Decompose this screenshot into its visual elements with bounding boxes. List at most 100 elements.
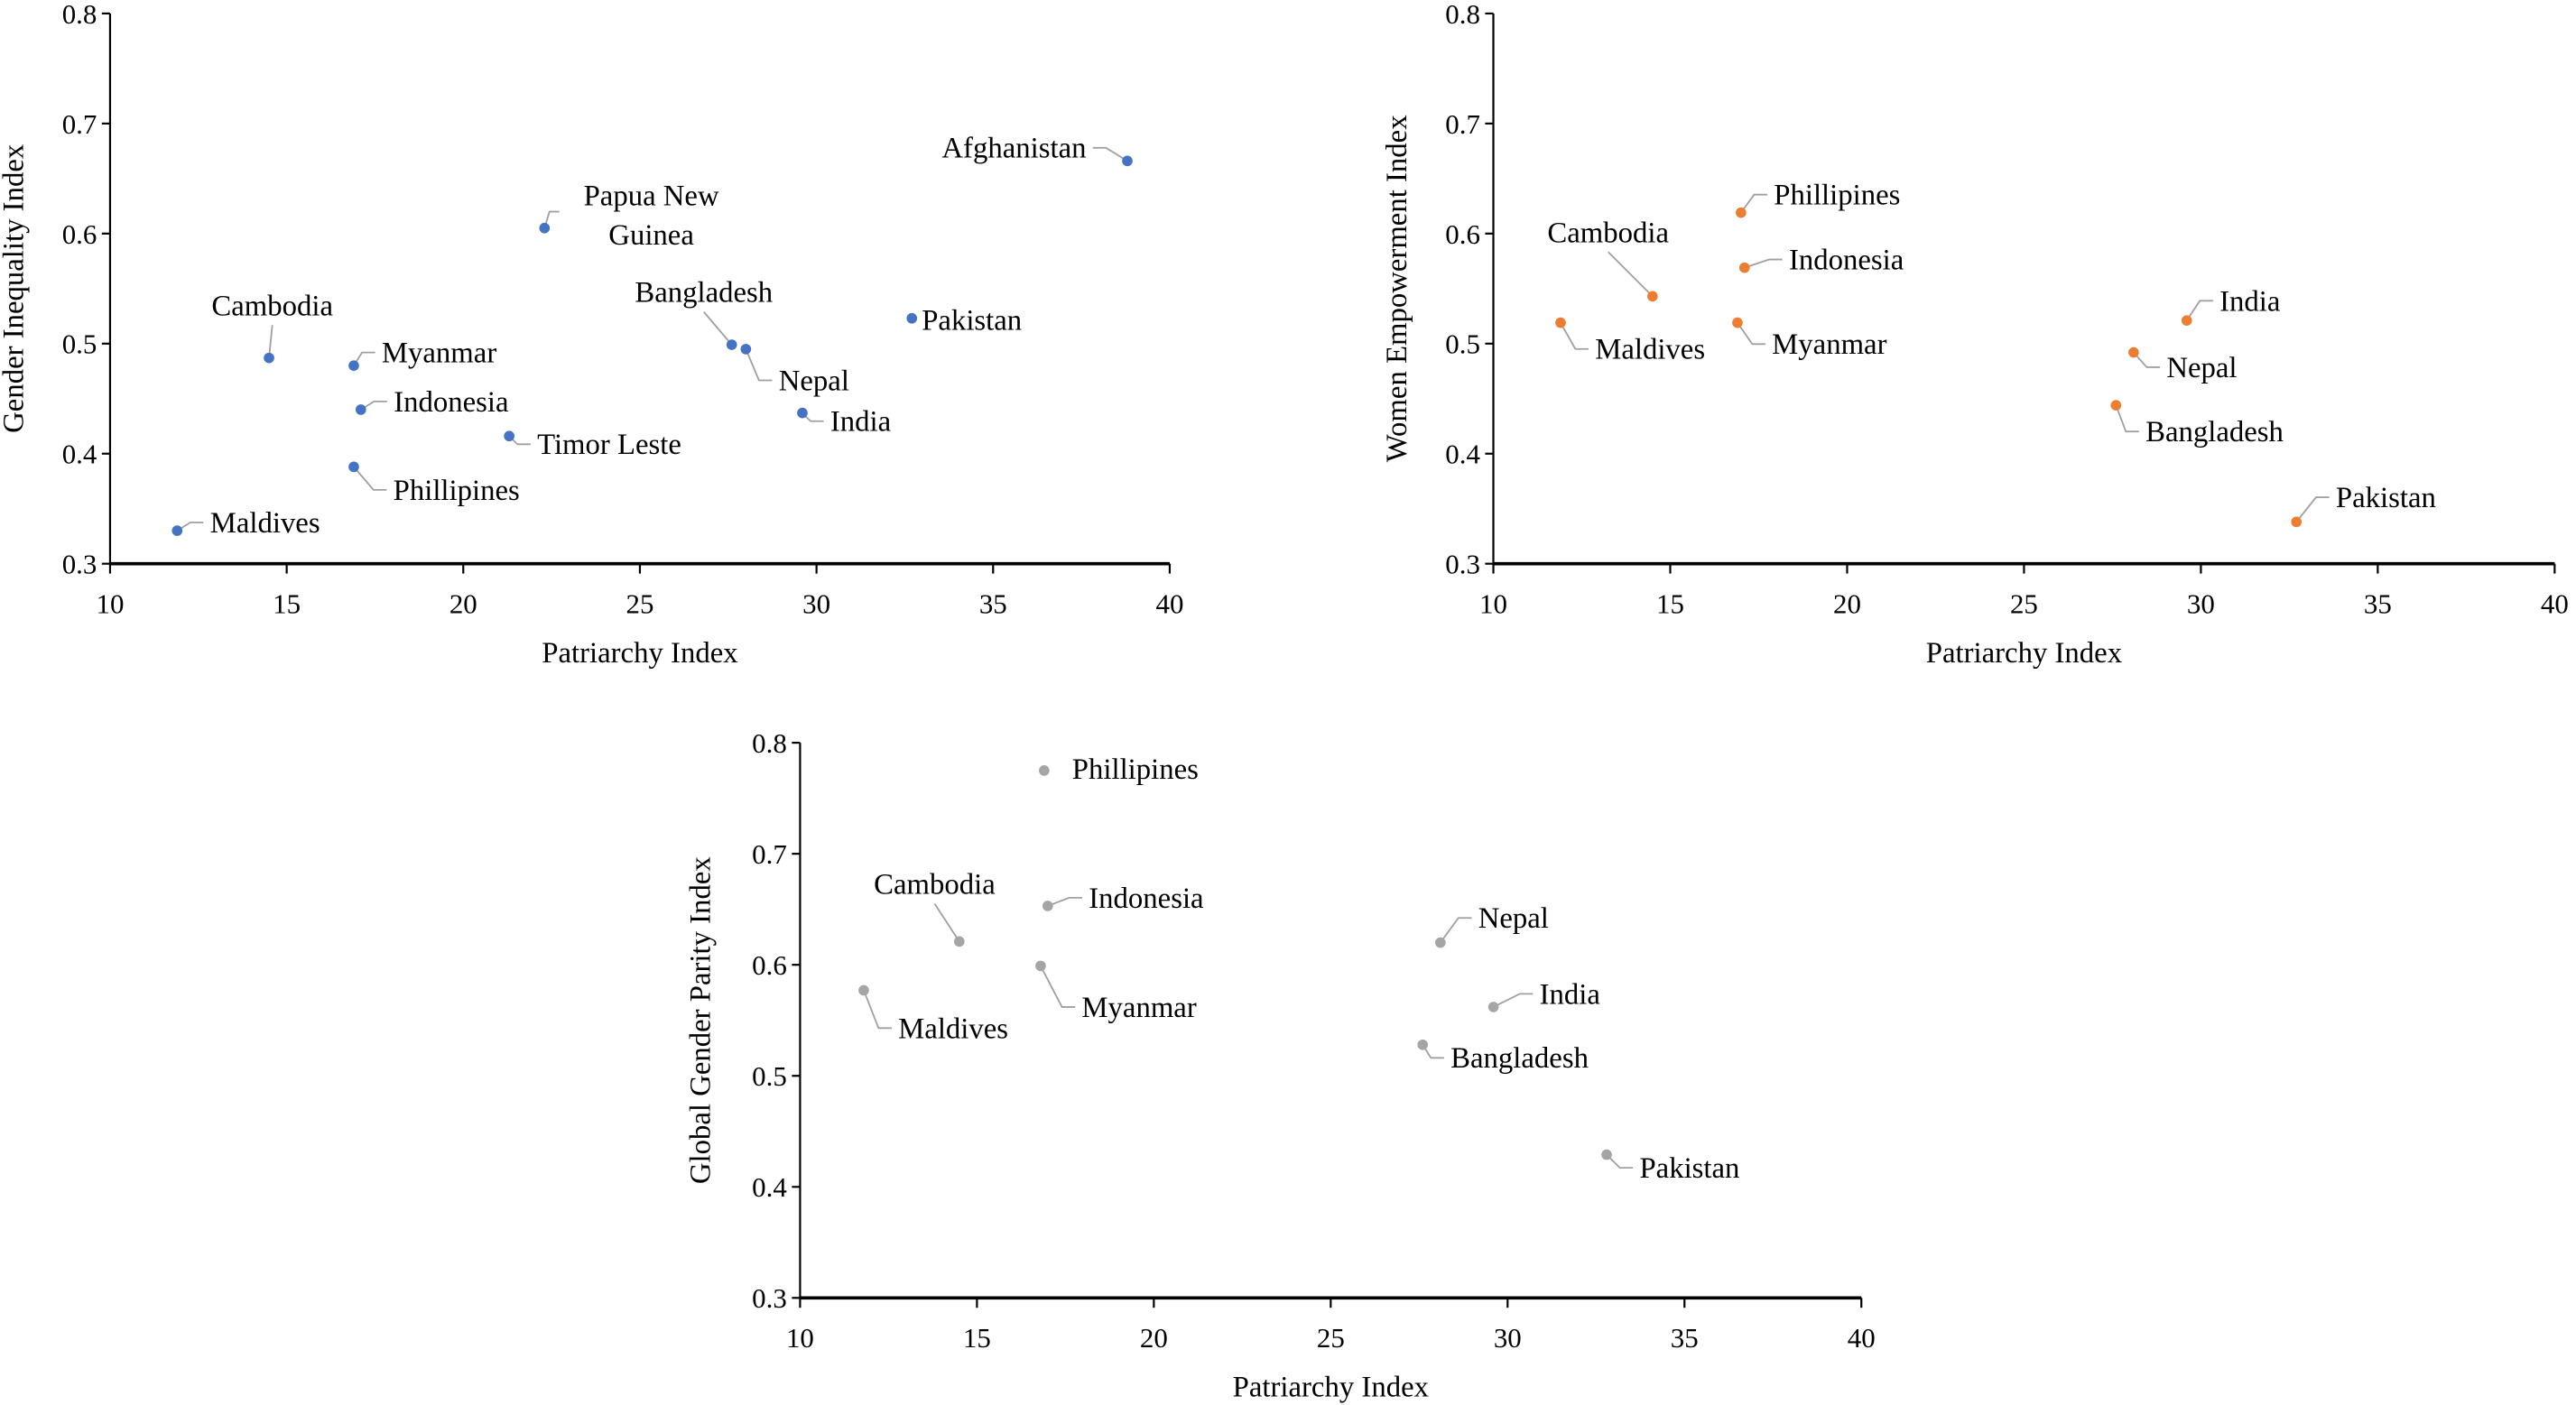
leader-line [703,311,733,346]
x-tick-label: 35 [1671,1322,1699,1354]
data-label: Cambodia [874,869,996,901]
data-point [1435,937,1446,948]
data-label: Pakistan [2336,482,2436,514]
x-tick-label: 40 [1848,1322,1876,1354]
leader-line [1744,258,1783,269]
x-tick-label: 20 [1140,1322,1168,1354]
data-label: Bangladesh [2145,416,2284,448]
data-point [348,360,359,372]
x-axis-title: Patriarchy Index [542,637,737,670]
y-tick-label: 0.7 [62,108,97,140]
data-label: Cambodia [211,290,333,322]
data-point [264,352,274,364]
x-axis-title: Patriarchy Index [1926,637,2122,670]
x-tick-label: 25 [1317,1322,1345,1354]
chart-2: 0.3 0.4 0.5 0.6 0.7 0.8 10 15 20 25 30 35 40 Patriarc… [1381,0,2569,670]
data-point [858,984,869,996]
y-tick-label: 0.3 [752,1282,787,1314]
data-label: Myanmar [1081,992,1196,1024]
data-label: Pakistan [1639,1152,1739,1185]
data-point [2181,315,2192,327]
data-point [726,339,737,350]
x-tick-label: 35 [2364,587,2392,619]
data-point [171,525,183,536]
leader-line [1606,1153,1634,1169]
data-point [348,461,359,473]
data-point [1417,1039,1429,1050]
leader-line [863,990,892,1030]
leader-line [543,210,560,229]
leader-line [2133,351,2161,368]
leader-line [268,325,273,358]
x-tick-label: 35 [979,587,1007,619]
leader-line [745,348,773,382]
leader-line [1440,917,1472,944]
data-label: Cambodia [1547,217,1669,249]
data-point [906,312,918,324]
x-tick-label: 30 [802,587,830,619]
data-point [1738,262,1750,273]
leader-line [2185,300,2213,321]
x-tick-label: 10 [96,587,124,619]
data-label: Nepal [2166,352,2237,384]
y-tick-label: 0.3 [1445,549,1480,580]
x-tick-label: 10 [1479,587,1507,619]
data-point [797,407,808,419]
data-label: Myanmar [1772,328,1886,361]
data-label: Maldives [210,507,320,540]
data-label: Papua New Guinea [584,180,719,252]
data-label: Phillipines [1072,753,1199,786]
chart-3: 0.3 0.4 0.5 0.6 0.7 0.8 10 15 20 25 30 35 40 Patriarc… [684,727,1875,1404]
data-point [1035,960,1046,972]
y-tick-label: 0.6 [62,218,97,250]
leader-line [2295,496,2330,522]
x-tick-label: 20 [449,587,477,619]
data-label: Maldives [1595,334,1705,366]
x-tick-label: 30 [2187,587,2215,619]
y-tick-label: 0.8 [752,727,787,759]
y-tick-label: 0.5 [62,328,97,360]
leader-line [1047,896,1082,907]
leader-line [1092,146,1128,162]
x-axis-title: Patriarchy Index [1233,1372,1429,1404]
data-label: Indonesia [1089,883,1204,915]
data-point [504,430,514,442]
data-point [2291,516,2303,528]
data-label: Nepal [1478,902,1549,935]
chart-1: 0.3 0.4 0.5 0.6 0.7 0.8 10 15 20 25 30 35 40 Patriarc… [0,0,1183,670]
data-point [1601,1149,1612,1160]
data-label: Maldives [898,1012,1008,1045]
data-label: Afghanistan [941,133,1086,165]
leader-line [2115,404,2139,433]
y-tick-label: 0.8 [1445,0,1480,30]
data-label: India [1540,978,1601,1011]
data-point [1555,317,1566,328]
data-label: Bangladesh [1450,1042,1589,1075]
leader-line [933,902,960,942]
x-tick-label: 40 [1155,587,1183,619]
x-tick-label: 15 [273,587,301,619]
leader-line [1493,993,1534,1008]
y-tick-label: 0.4 [1445,439,1480,470]
data-label: Bangladesh [635,277,773,310]
data-point [2128,347,2139,358]
y-tick-label: 0.4 [752,1171,787,1203]
data-point [355,404,366,415]
y-tick-label: 0.5 [752,1060,787,1092]
y-tick-label: 0.7 [752,838,787,870]
leader-line [1737,322,1765,346]
data-point [1042,901,1053,911]
y-axis-title: Gender Inequality Index [0,144,30,433]
data-point [1736,207,1747,218]
y-tick-label: 0.8 [62,0,97,30]
data-point [2110,400,2122,411]
data-point [539,222,551,234]
y-tick-label: 0.3 [62,549,97,580]
x-tick-label: 10 [786,1322,814,1354]
x-tick-label: 20 [1833,587,1861,619]
x-tick-label: 40 [2541,587,2569,619]
x-tick-label: 25 [2010,587,2038,619]
y-tick-label: 0.6 [752,949,787,981]
leader-line [1560,322,1589,350]
leader-line [1608,251,1654,298]
